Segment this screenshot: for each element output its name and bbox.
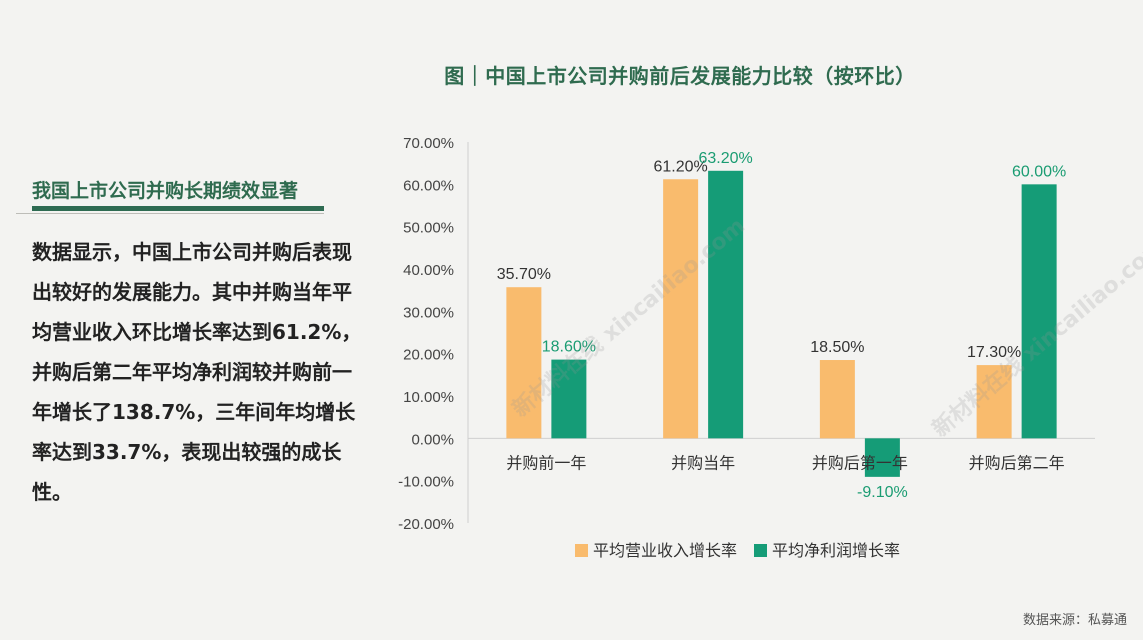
- data-label: 63.20%: [698, 150, 752, 167]
- summary-text: 数据显示，中国上市公司并购后表现出较好的发展能力。其中并购当年平均营业收入环比增…: [32, 240, 362, 504]
- x-tick-label: 并购前一年: [506, 453, 586, 472]
- y-tick-label: -20.00%: [398, 516, 454, 533]
- data-label: 35.70%: [497, 266, 551, 283]
- y-tick-label: 0.00%: [411, 431, 454, 448]
- bar-revenue: [976, 365, 1012, 439]
- section-heading: 我国上市公司并购长期绩效显著: [32, 180, 299, 202]
- y-tick-label: 40.00%: [403, 262, 454, 279]
- data-label: -9.10%: [857, 484, 908, 501]
- y-tick-label: 70.00%: [403, 135, 454, 152]
- heading-underline: [32, 206, 324, 211]
- legend-swatch-profit: [754, 544, 767, 557]
- chart-title: 图｜中国上市公司并购前后发展能力比较（按环比）: [444, 64, 916, 88]
- y-tick-label: 20.00%: [403, 347, 454, 364]
- x-tick-label: 并购后第一年: [812, 453, 908, 472]
- x-tick-label: 并购后第二年: [969, 453, 1065, 472]
- data-label: 18.50%: [810, 339, 864, 356]
- heading-divider: [16, 213, 324, 214]
- y-tick-label: 30.00%: [403, 304, 454, 321]
- bar-revenue: [506, 287, 542, 439]
- data-label: 18.60%: [542, 339, 596, 356]
- bar-revenue: [819, 360, 855, 439]
- data-label: 60.00%: [1012, 163, 1066, 180]
- y-tick-label: 50.00%: [403, 220, 454, 237]
- data-label: 61.20%: [653, 158, 707, 175]
- y-tick-label: 60.00%: [403, 177, 454, 194]
- y-tick-label: 10.00%: [403, 389, 454, 406]
- data-label: 17.30%: [967, 344, 1021, 361]
- bar-profit: [551, 359, 587, 439]
- bar-revenue: [663, 179, 699, 439]
- legend-swatch-revenue: [575, 544, 588, 557]
- bar-profit: [864, 438, 900, 477]
- x-tick-label: 并购当年: [671, 453, 735, 472]
- bar-profit: [708, 170, 744, 439]
- data-source: 数据来源：私募通: [1022, 613, 1127, 628]
- bar-profit: [1021, 184, 1057, 439]
- legend-label-profit: 平均净利润增长率: [772, 541, 900, 560]
- legend-label-revenue: 平均营业收入增长率: [593, 541, 737, 560]
- y-tick-label: -10.00%: [398, 474, 454, 491]
